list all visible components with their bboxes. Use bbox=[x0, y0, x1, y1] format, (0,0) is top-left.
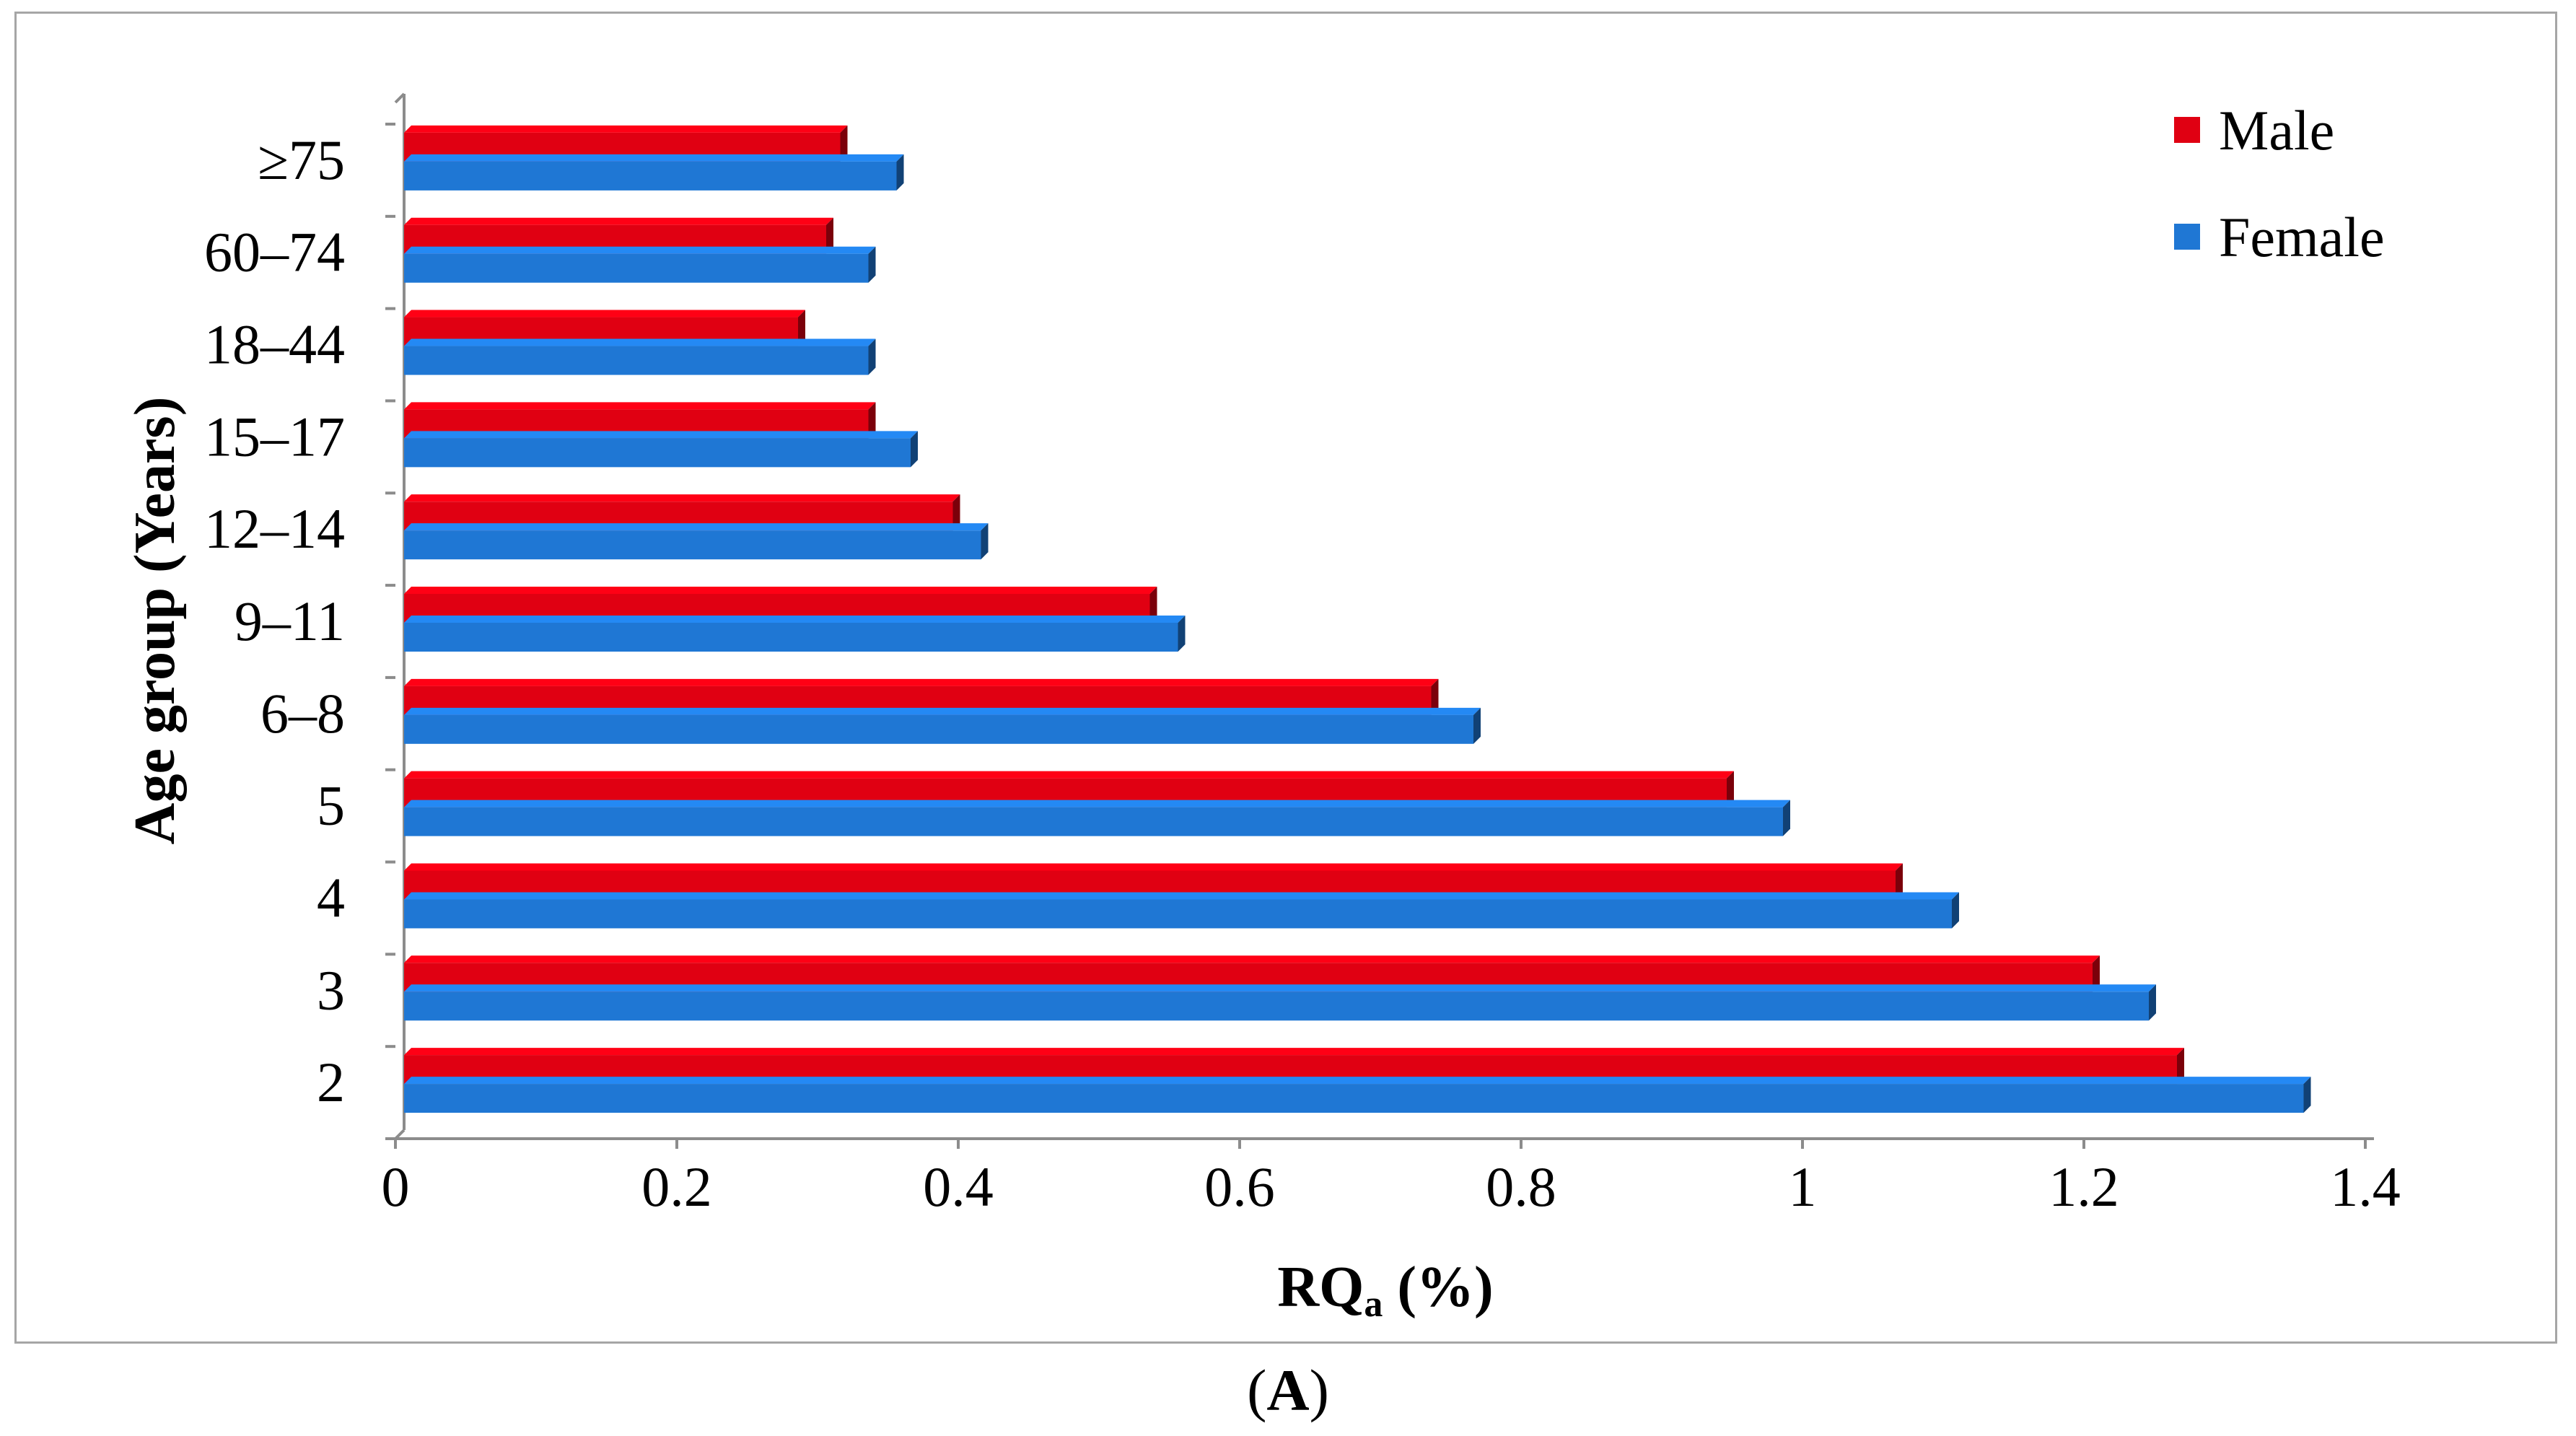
y-tick-label: 15–17 bbox=[204, 405, 345, 468]
x-tick-label: 0.6 bbox=[1204, 1155, 1275, 1218]
tick-labels: 0 0.2 0.4 0.6 0.8 1 1.2 1.4 2 3 4 5 6–8 9–11 12–14 15–1… bbox=[204, 128, 2401, 1218]
bar-side-face bbox=[2149, 984, 2156, 1021]
bar-top-face bbox=[404, 1048, 2184, 1056]
bar-side-face bbox=[2303, 1077, 2311, 1113]
bar-top-face bbox=[404, 217, 833, 225]
bar-side-face bbox=[868, 402, 876, 439]
bar-side-face bbox=[896, 154, 904, 191]
bar-top-face bbox=[404, 310, 805, 318]
panel-label-open: ( bbox=[1247, 1357, 1267, 1423]
bar-top-face bbox=[404, 338, 876, 346]
bar-side-face bbox=[1727, 771, 1734, 807]
bar-side-face bbox=[1473, 707, 1481, 744]
bar-female-5 bbox=[404, 623, 1178, 652]
bar-top-face bbox=[404, 246, 876, 254]
bar-top-face bbox=[404, 707, 1481, 715]
bar-side-face bbox=[2177, 1048, 2184, 1085]
bar-female-0 bbox=[404, 1084, 2304, 1113]
bar-top-face bbox=[404, 587, 1157, 594]
bar-top-face bbox=[404, 125, 848, 133]
x-tick-label: 1.4 bbox=[2330, 1155, 2401, 1218]
bar-female-10 bbox=[404, 161, 897, 191]
x-tick-label: 0.8 bbox=[1486, 1155, 1556, 1218]
legend: Male Female bbox=[2174, 99, 2385, 268]
bar-side-face bbox=[826, 217, 833, 254]
bar-female-8 bbox=[404, 346, 869, 375]
bar-top-face bbox=[404, 616, 1186, 623]
y-tick-label: 9–11 bbox=[235, 590, 345, 652]
bar-top-face bbox=[404, 678, 1439, 686]
bar-top-face bbox=[404, 494, 960, 502]
bar-top-face bbox=[404, 771, 1734, 779]
y-tick-label: 12–14 bbox=[204, 497, 345, 560]
bars bbox=[404, 125, 2311, 1113]
bar-female-9 bbox=[404, 253, 869, 283]
bar-side-face bbox=[911, 431, 918, 468]
bar-side-face bbox=[868, 338, 876, 375]
bar-top-face bbox=[404, 892, 1959, 900]
legend-label-female: Female bbox=[2219, 206, 2385, 268]
y-axis-title: Age group (Years) bbox=[123, 397, 187, 845]
legend-swatch-male bbox=[2174, 117, 2200, 143]
bar-side-face bbox=[1896, 863, 1903, 900]
bar-top-face bbox=[404, 1077, 2311, 1085]
x-tick-label: 1 bbox=[1789, 1155, 1817, 1218]
panel-label-close: ) bbox=[1309, 1357, 1329, 1423]
y-tick-label: 60–74 bbox=[204, 221, 345, 284]
bar-side-face bbox=[1431, 678, 1439, 715]
bar-side-face bbox=[1149, 587, 1157, 623]
bar-side-face bbox=[1178, 616, 1186, 652]
bar-female-4 bbox=[404, 714, 1473, 744]
panel-label-letter: A bbox=[1266, 1357, 1310, 1423]
panel-label: (A) bbox=[0, 1357, 2576, 1424]
legend-swatch-female bbox=[2174, 224, 2200, 250]
bar-female-7 bbox=[404, 438, 911, 468]
bar-side-face bbox=[868, 246, 876, 283]
x-axis-title-main: RQ bbox=[1277, 1256, 1364, 1319]
bar-female-1 bbox=[404, 991, 2149, 1021]
bar-female-2 bbox=[404, 899, 1952, 929]
y-tick-label: 6–8 bbox=[260, 682, 345, 745]
x-tick-label: 0.4 bbox=[923, 1155, 994, 1218]
chart-frame bbox=[14, 12, 2557, 1344]
legend-label-male: Male bbox=[2219, 99, 2334, 162]
x-axis-title-suffix: (%) bbox=[1383, 1256, 1493, 1319]
bar-top-face bbox=[404, 800, 1790, 807]
bar-side-face bbox=[2093, 955, 2100, 992]
bar-top-face bbox=[404, 523, 989, 531]
x-axis-title-subscript: a bbox=[1364, 1284, 1383, 1325]
y-tick-label: 4 bbox=[317, 866, 345, 929]
bar-side-face bbox=[1952, 892, 1959, 929]
y-tick-label: 5 bbox=[317, 774, 345, 837]
bar-side-face bbox=[798, 310, 805, 346]
bar-top-face bbox=[404, 955, 2100, 963]
y-tick-label: 18–44 bbox=[204, 313, 345, 376]
axis-corner-line bbox=[394, 1129, 406, 1140]
bar-top-face bbox=[404, 431, 918, 439]
bar-side-face bbox=[840, 125, 848, 162]
bar-female-3 bbox=[404, 807, 1783, 836]
y-tick-label: 3 bbox=[317, 958, 345, 1021]
bar-top-face bbox=[404, 154, 904, 162]
y-tick-label: ≥75 bbox=[258, 128, 345, 191]
bar-top-face bbox=[404, 863, 1903, 871]
x-tick-label: 0.2 bbox=[641, 1155, 712, 1218]
y-tick-label: 2 bbox=[317, 1051, 345, 1113]
x-tick-label: 1.2 bbox=[2049, 1155, 2119, 1218]
x-tick-label: 0 bbox=[382, 1155, 410, 1218]
bar-female-6 bbox=[404, 530, 981, 560]
bar-side-face bbox=[1783, 800, 1790, 836]
x-axis-title: RQa (%) bbox=[1277, 1256, 1493, 1325]
y-axis-depth-line bbox=[394, 92, 406, 104]
bar-top-face bbox=[404, 402, 876, 410]
bar-side-face bbox=[952, 494, 960, 531]
bar-top-face bbox=[404, 984, 2156, 992]
bar-side-face bbox=[981, 523, 989, 560]
